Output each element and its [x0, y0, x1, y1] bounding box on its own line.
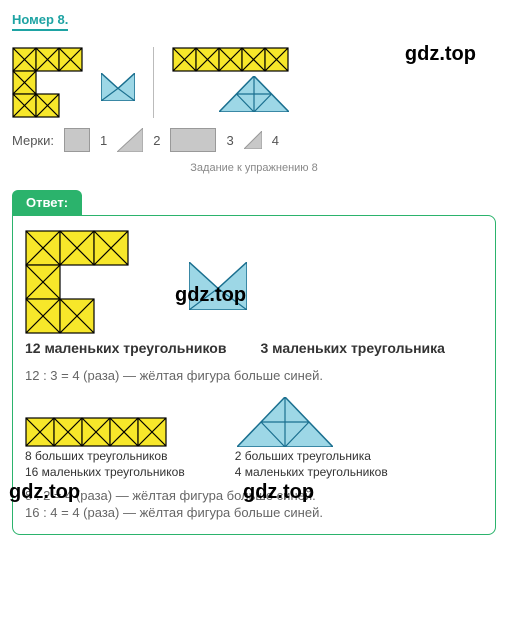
- answer-badge: Ответ:: [12, 190, 82, 215]
- vertical-divider: [153, 47, 154, 118]
- task-number: Номер 8.: [12, 12, 68, 31]
- merki-row: Мерки: 1 2 3 4: [12, 128, 496, 152]
- merki-rectangle-icon: [170, 128, 216, 152]
- yellow-l-label: 12 маленьких треугольников: [25, 340, 226, 356]
- blue-triangle-icon: [219, 76, 289, 112]
- calc-line-1: 12 : 3 = 4 (раза) — жёлтая фигура больше…: [25, 368, 483, 383]
- answer-yellow-bar-icon: [25, 417, 167, 447]
- figure-caption: Задание к упражнению 8: [12, 162, 496, 174]
- calc-line-3: 16 : 4 = 4 (раза) — жёлтая фигура больше…: [25, 505, 483, 520]
- merki-num-2: 2: [153, 133, 160, 148]
- blue-crown-label: 3 маленьких треугольника: [260, 340, 444, 356]
- task-figure-row: gdz.top: [12, 47, 496, 118]
- yellow-bar-label-2: 16 маленьких треугольников: [25, 465, 185, 481]
- merki-num-3: 3: [226, 133, 233, 148]
- watermark: gdz.top: [405, 43, 476, 66]
- answer-box: gdz.top 12 маленьких треугольников 3 мал…: [12, 215, 496, 535]
- answer-blue-triangle-icon: [237, 397, 333, 447]
- merki-num-4: 4: [272, 133, 279, 148]
- merki-small-triangle-icon: [244, 131, 262, 149]
- answer-yellow-l-icon: [25, 230, 129, 334]
- merki-square-icon: [64, 128, 90, 152]
- calc-line-2: 8 : 2 = 4 (раза) — жёлтая фигура больше …: [25, 488, 483, 503]
- yellow-bar-label-1: 8 больших треугольников: [25, 449, 185, 465]
- blue-tri-label-2: 4 маленьких треугольников: [235, 465, 388, 481]
- merki-triangle-icon: [117, 128, 143, 152]
- merki-label: Мерки:: [12, 133, 54, 148]
- blue-tri-label-1: 2 больших треугольника: [235, 449, 388, 465]
- yellow-bar-icon: [172, 47, 289, 72]
- blue-crown-icon: [101, 73, 135, 101]
- yellow-l-shape-icon: [12, 47, 83, 118]
- answer-blue-crown-icon: [189, 262, 247, 310]
- merki-num-1: 1: [100, 133, 107, 148]
